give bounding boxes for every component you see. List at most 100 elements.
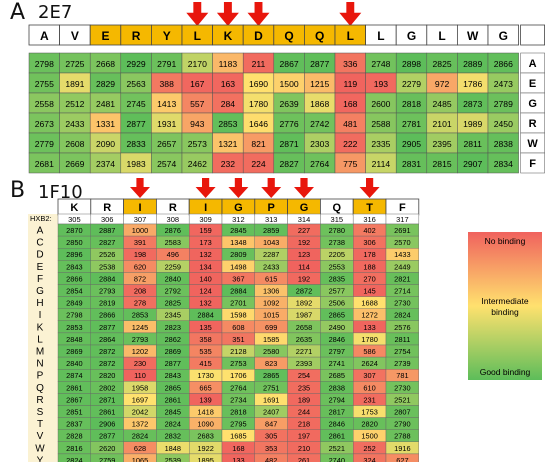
panel-b-value: 2449	[394, 262, 410, 271]
panel-b-value: 847	[265, 420, 277, 429]
panel-b-value: 2853	[132, 311, 148, 320]
panel-b-value: 123	[298, 250, 310, 259]
panel-b-value: 628	[134, 444, 146, 453]
panel-b-row-label: D	[36, 250, 43, 261]
panel-b-value: 586	[363, 347, 375, 356]
panel-b-value: 2521	[329, 444, 345, 453]
panel-b-value: 2802	[99, 383, 115, 392]
panel-a-value: 2877	[127, 119, 146, 129]
panel-a-value: 1786	[463, 79, 482, 89]
panel-b-position: 306	[101, 215, 114, 224]
panel-b-header-label: G	[234, 202, 243, 214]
panel-b-position: 313	[265, 215, 278, 224]
panel-b-value: 1065	[132, 456, 148, 462]
panel-a-value: 2873	[463, 99, 482, 109]
panel-b-value: 2539	[165, 456, 181, 462]
panel-a-value: 2791	[157, 59, 176, 69]
panel-a-value: 1868	[310, 99, 329, 109]
panel-b-position: 314	[298, 215, 311, 224]
panel-b-value: 1418	[197, 408, 213, 417]
panel-b-value: 2780	[329, 226, 345, 235]
panel-b-value: 2753	[230, 359, 246, 368]
panel-a-value: 2335	[371, 139, 390, 149]
panel-b-value: 1598	[230, 311, 246, 320]
panel-b-value: 2490	[329, 323, 345, 332]
panel-b-value: 1848	[165, 444, 181, 453]
panel-a-value: 2279	[402, 79, 421, 89]
panel-b-value: 2845	[165, 408, 181, 417]
panel-a-value: 2866	[494, 59, 513, 69]
panel-b-arrow-5	[359, 178, 380, 198]
panel-b-value: 218	[298, 420, 310, 429]
panel-b-value: 2862	[165, 335, 181, 344]
panel-b-value: 2840	[66, 359, 82, 368]
panel-b-value: 2730	[394, 299, 410, 308]
panel-a-value: 2745	[127, 99, 146, 109]
panel-b-value: 2819	[99, 299, 115, 308]
panel-b-value: 391	[134, 238, 146, 247]
panel-b-value: 2859	[263, 226, 279, 235]
panel-a-value: 2889	[463, 59, 482, 69]
panel-b-header-label: K	[70, 202, 78, 214]
panel-b-value: 351	[232, 335, 244, 344]
panel-a-value: 2867	[280, 59, 299, 69]
panel-b-value: 159	[199, 226, 211, 235]
panel-b-value: 2854	[66, 287, 82, 296]
panel-b-value: 2580	[263, 347, 279, 356]
panel-b-value: 1922	[197, 444, 213, 453]
panel-a-value: 2433	[65, 119, 84, 129]
panel-a-value: 1891	[65, 79, 84, 89]
panel-a-value: 167	[190, 79, 205, 89]
panel-b-value: 1730	[197, 371, 213, 380]
panel-b-value: 261	[298, 456, 310, 462]
panel-b-value: 2259	[165, 262, 181, 271]
panel-b-position: 317	[396, 215, 409, 224]
panel-a-header-label: Q	[315, 29, 324, 43]
panel-b-value: 254	[298, 371, 310, 380]
panel-b-value: 2837	[66, 420, 82, 429]
panel-b-value: 1688	[361, 299, 377, 308]
legend-top-label: No binding	[485, 236, 526, 246]
panel-a-value: 2681	[35, 159, 54, 169]
panel-a-row-label: A	[529, 58, 537, 70]
panel-b-value: 2658	[296, 323, 312, 332]
panel-a-row-label: W	[527, 138, 538, 150]
panel-b-value: 2877	[99, 323, 115, 332]
panel-b-value: 2835	[329, 274, 345, 283]
panel-b-cell	[385, 453, 419, 462]
panel-b-row-label: H	[36, 298, 43, 309]
panel-a-value: 775	[343, 159, 358, 169]
panel-a-value: 1183	[219, 59, 238, 69]
panel-b-value: 2798	[66, 311, 82, 320]
panel-b-value: 1691	[263, 395, 279, 404]
panel-b-position: 309	[199, 215, 212, 224]
panel-a-value: 2588	[371, 119, 390, 129]
panel-b-value: 2793	[132, 335, 148, 344]
panel-a-header-label: V	[71, 29, 79, 43]
panel-a-header-cell	[487, 24, 520, 46]
panel-a-value: 2929	[127, 59, 146, 69]
panel-b-value: 1958	[132, 383, 148, 392]
panel-a-value: 2838	[494, 139, 513, 149]
panel-b-value: 2807	[394, 408, 410, 417]
panel-b-header-label: I	[138, 202, 141, 214]
panel-b-value: 2843	[165, 371, 181, 380]
panel-b-row-label: Y	[37, 455, 44, 462]
panel-a-value: 1931	[157, 119, 176, 129]
panel-b-value: 2851	[66, 408, 82, 417]
panel-b-value: 1585	[263, 335, 279, 344]
panel-a-value: 1983	[127, 159, 146, 169]
panel-b-value: 2754	[394, 347, 410, 356]
panel-b-value: 1685	[230, 432, 246, 441]
panel-a-value: 2831	[402, 159, 421, 169]
panel-b-row-label: W	[35, 443, 45, 454]
panel-b-header-label: G	[300, 202, 309, 214]
panel-b-value: 305	[265, 432, 277, 441]
panel-b-value: 2817	[329, 408, 345, 417]
panel-b-value: 2824	[132, 432, 148, 441]
panel-a-value: 943	[190, 119, 205, 129]
panel-b-value: 1090	[197, 420, 213, 429]
panel-b-header-label: R	[169, 202, 177, 214]
panel-b-value: 2824	[66, 456, 82, 462]
panel-a-value: 388	[160, 79, 175, 89]
